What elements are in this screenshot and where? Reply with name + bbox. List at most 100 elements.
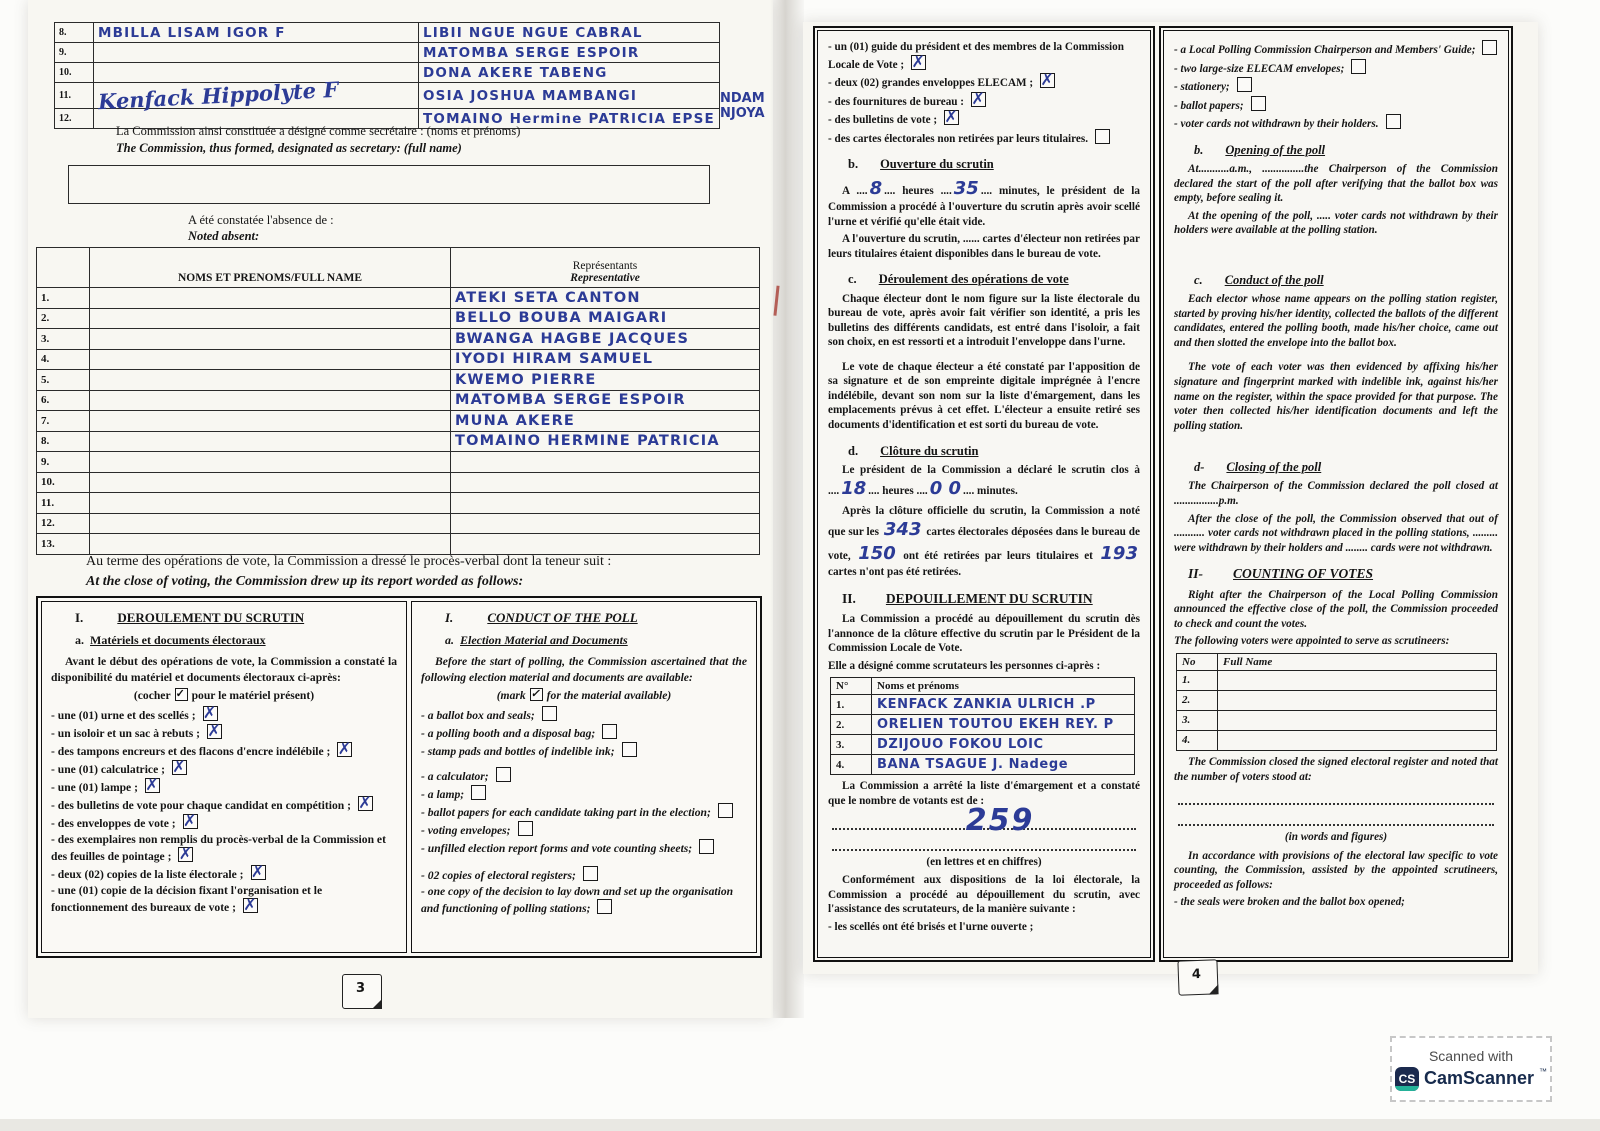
checkbox — [471, 784, 487, 800]
page-number-tag: 4 — [1177, 959, 1219, 996]
checkbox — [1250, 95, 1266, 111]
table-row: 3. DZIJOUO FOKOU LOIC — [830, 734, 1135, 756]
paragraph: Chaque électeur dont le nom figure sur l… — [828, 292, 1140, 349]
row-number: 11. — [54, 82, 94, 109]
handwritten-name: TOMAINO Hermine PATRICIA EPSE — [423, 110, 715, 127]
paragraph: A l'ouverture du scrutin, ...... cartes … — [828, 233, 1140, 260]
checklist-item: voting envelopes; — [421, 821, 747, 838]
checkbox — [517, 821, 533, 837]
material-checklist-box: I. DEROULEMENT DU SCRUTIN a. Matériels et… — [36, 596, 762, 958]
checkbox — [541, 705, 557, 721]
table-row: 9. — [36, 451, 760, 473]
handwritten-name: KWEMO PIERRE — [455, 371, 597, 388]
secretary-name-box — [68, 165, 710, 204]
page-number-tag: 3 — [342, 974, 382, 1009]
paragraph: Right after the Chairperson of the Local… — [1174, 588, 1498, 630]
camscanner-scanned-with: Scanned with — [1428, 1047, 1514, 1064]
handwritten-name: OSIA JOSHUA MAMBANGI — [423, 87, 638, 104]
row-number: 12. — [54, 108, 94, 129]
paragraph: - les scellés ont été brisés et l'urne o… — [828, 920, 1034, 933]
checklist-item: 02 copies of electoral registers; — [421, 866, 747, 883]
checklist-item: a lamp; — [421, 784, 747, 802]
table-row: 3. — [1176, 710, 1497, 732]
table-row: 9. MATOMBA SERGE ESPOIR — [54, 42, 720, 63]
handwritten-name: MBILLA LISAM IGOR F — [98, 24, 286, 41]
checklist-item: une (01) calculatrice ; — [51, 757, 397, 778]
checkbox — [202, 703, 218, 723]
checkbox — [621, 741, 637, 757]
paragraph: Each elector whose name appears on the p… — [1174, 293, 1498, 349]
commission-members-table: 8. MBILLA LISAM IGOR F LIBII NGUE NGUE C… — [54, 22, 720, 129]
handwritten-name: MUNA AKERE — [455, 412, 576, 429]
checkbox — [337, 739, 353, 760]
table-row: 10. DONA AKERE TABENG — [54, 62, 720, 83]
secretary-designation-text: La Commission ainsi constituée a désigné… — [116, 123, 520, 157]
handwritten-name: ATEKI SETA CANTON — [455, 289, 641, 306]
checkbox — [182, 811, 198, 832]
material-column-en: I. CONDUCT OF THE POLL a. Election Materi… — [411, 601, 757, 953]
handwritten-name: DONA AKERE TABENG — [423, 64, 608, 81]
paragraph: A .... 8.... heures .... 35.... minutes, l… — [828, 177, 1140, 228]
handwritten-name: DZIJOUO FOKOU LOIC — [877, 736, 1044, 752]
table-row: 13. — [36, 533, 760, 555]
row-number: 9. — [54, 42, 94, 63]
section-title-opening: Opening of the poll — [1225, 142, 1326, 157]
absent-label-fr: A été constatée l'absence de : — [188, 213, 334, 227]
handwritten-name: IYODI HIRAM SAMUEL — [455, 351, 654, 368]
checkbox-sample-tick — [174, 687, 188, 701]
camscanner-watermark: Scanned with CS CamScanner ™ — [1390, 1036, 1552, 1102]
checkbox — [911, 52, 927, 72]
checklist-item: une (01) copie de la décision fixant l'o… — [51, 883, 397, 916]
absent-label-en: Noted absent: — [188, 229, 260, 244]
handwritten-minute: 35 — [953, 177, 979, 199]
checklist-item: des enveloppes de vote ; — [51, 811, 397, 832]
checklist-item: unfilled election report forms and vote … — [421, 839, 747, 856]
handwritten-name: KENFACK ZANKIA ULRICH .P — [877, 696, 1096, 712]
paragraph: The following voters were appointed to s… — [1174, 635, 1450, 648]
paragraph: - the seals were broken and the ballot b… — [1174, 896, 1405, 909]
material-column-fr: I. DEROULEMENT DU SCRUTIN a. Matériels et… — [41, 601, 407, 953]
section-title-cloture: Clôture du scrutin — [880, 443, 979, 458]
paragraph: The vote of each voter was then evidence… — [1174, 361, 1498, 432]
checkbox — [717, 802, 733, 818]
checklist-item: des cartes électorales non retirées par … — [828, 128, 1140, 147]
section-title-deroulement: Déroulement des opérations de vote — [878, 272, 1069, 287]
handwritten-name: LIBII NGUE NGUE CABRAL — [423, 24, 643, 41]
handwritten-hour: 8 — [869, 177, 883, 199]
checklist-item: ballot papers; — [1174, 95, 1498, 114]
checkbox — [207, 721, 223, 742]
section-title: CONDUCT OF THE POLL — [487, 610, 638, 625]
paragraph: Avant le début des opérations de vote, l… — [51, 655, 397, 684]
checklist-item: des fournitures de bureau : — [828, 89, 1140, 109]
checklist-item: des exemplaires non remplis du procès-ve… — [51, 832, 397, 865]
paragraph: Le vote de chaque électeur a été constat… — [828, 360, 1140, 432]
table-row: 7. MUNA AKERE — [36, 410, 760, 432]
voters-count-lines: 259 — [832, 803, 1136, 838]
handwritten-name: MATOMBA SERGE ESPOIR — [455, 392, 686, 409]
handwritten-count-total: 343 — [883, 519, 922, 541]
paragraph: Conformément aux dispositions de la loi … — [828, 874, 1140, 916]
camscanner-app-name: CamScanner — [1423, 1068, 1535, 1088]
paragraph: La Commission a procédé au dépouillement… — [828, 613, 1140, 655]
secretary-text-en: The Commission, thus formed, designated … — [116, 140, 462, 155]
in-words-caption-en: (in words and figures) — [1284, 831, 1388, 844]
table-row: 6. MATOMBA SERGE ESPOIR — [36, 389, 760, 411]
table-row: 2. BELLO BOUBA MAIGARI — [36, 307, 760, 329]
checkbox-sample-tick — [529, 687, 543, 701]
checkbox — [602, 723, 618, 739]
checkbox — [1385, 114, 1401, 130]
checklist-item: un (01) guide du président et des membre… — [828, 40, 1140, 72]
table-row: 8. MBILLA LISAM IGOR F LIBII NGUE NGUE C… — [54, 22, 720, 43]
paragraph: Après la clôture officielle du scrutin, … — [828, 504, 1140, 579]
scan-edge-strip — [0, 1119, 1600, 1131]
section-title-conduct: Conduct of the poll — [1224, 272, 1324, 287]
checklist-item: one copy of the decision to lay down and… — [421, 884, 747, 916]
page-fold — [770, 0, 804, 1018]
checklist-item: des bulletins de vote ; — [828, 107, 1140, 128]
checkbox — [582, 866, 598, 882]
handwritten-name: TOMAINO HERMINE PATRICIA — [455, 433, 720, 450]
table-row: 4. — [1176, 730, 1497, 752]
paragraph: La Commission a arrêté la liste d'émarge… — [828, 780, 1140, 808]
checklist-item: a calculator; — [421, 766, 747, 784]
